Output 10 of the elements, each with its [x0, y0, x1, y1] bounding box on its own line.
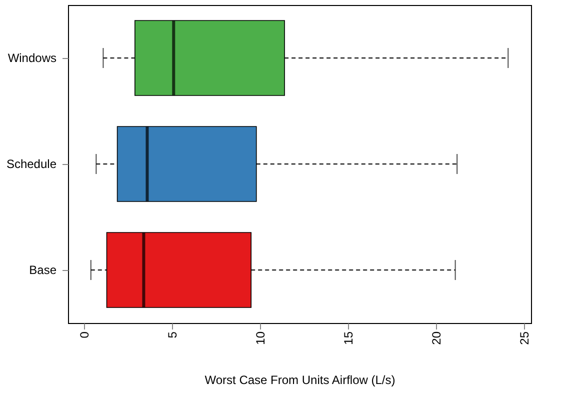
x-tick-label: 10 — [253, 331, 268, 345]
x-tick-label: 15 — [341, 331, 356, 345]
x-tick-label: 5 — [165, 331, 180, 338]
y-tick-label: Windows — [8, 51, 56, 65]
y-tick-label: Base — [29, 263, 57, 277]
y-tick-label: Schedule — [6, 157, 57, 171]
x-tick-label: 0 — [77, 331, 92, 338]
x-tick-label: 20 — [429, 331, 444, 345]
x-axis-title: Worst Case From Units Airflow (L/s) — [204, 372, 396, 387]
x-tick-label: 25 — [517, 331, 532, 345]
